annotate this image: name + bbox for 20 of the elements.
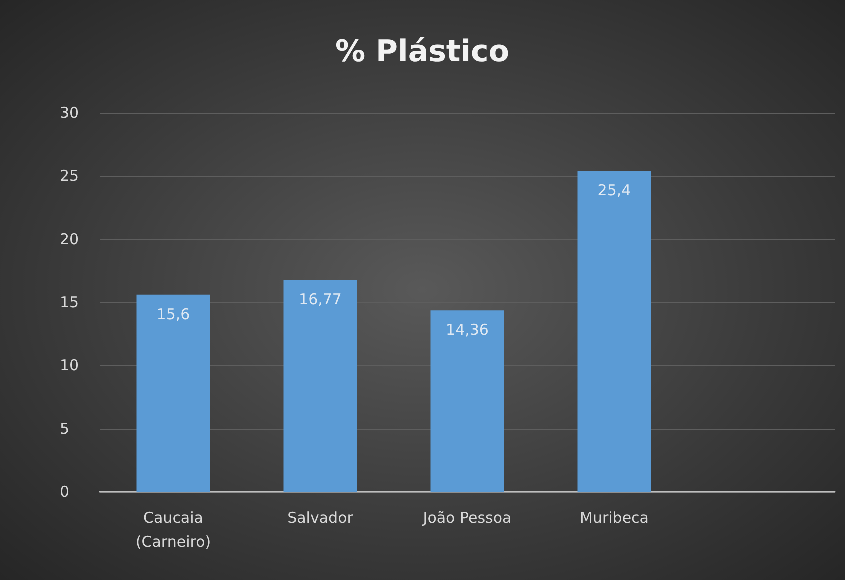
data-label: 14,36 (446, 321, 489, 340)
bar (284, 280, 358, 492)
bar (430, 310, 504, 492)
data-label: 16,77 (299, 290, 342, 309)
x-tick-label: Caucaia (Carneiro) (136, 509, 212, 551)
x-tick-label: Salvador (288, 509, 354, 527)
x-tick-label: João Pessoa (422, 509, 512, 527)
chart-title: % Plástico (336, 34, 510, 70)
bar (136, 294, 210, 492)
y-tick-label: 30 (60, 104, 80, 122)
y-tick-label: 25 (60, 167, 80, 186)
x-tick-label: Muribeca (580, 509, 649, 527)
y-tick-label: 20 (60, 230, 80, 248)
data-label: 25,4 (598, 182, 632, 200)
y-tick-label: 15 (60, 294, 80, 312)
data-label: 15,6 (156, 305, 190, 324)
bar (578, 171, 652, 492)
y-tick-label: 0 (60, 483, 70, 501)
y-tick-label: 10 (60, 356, 80, 375)
y-tick-label: 5 (60, 420, 70, 438)
